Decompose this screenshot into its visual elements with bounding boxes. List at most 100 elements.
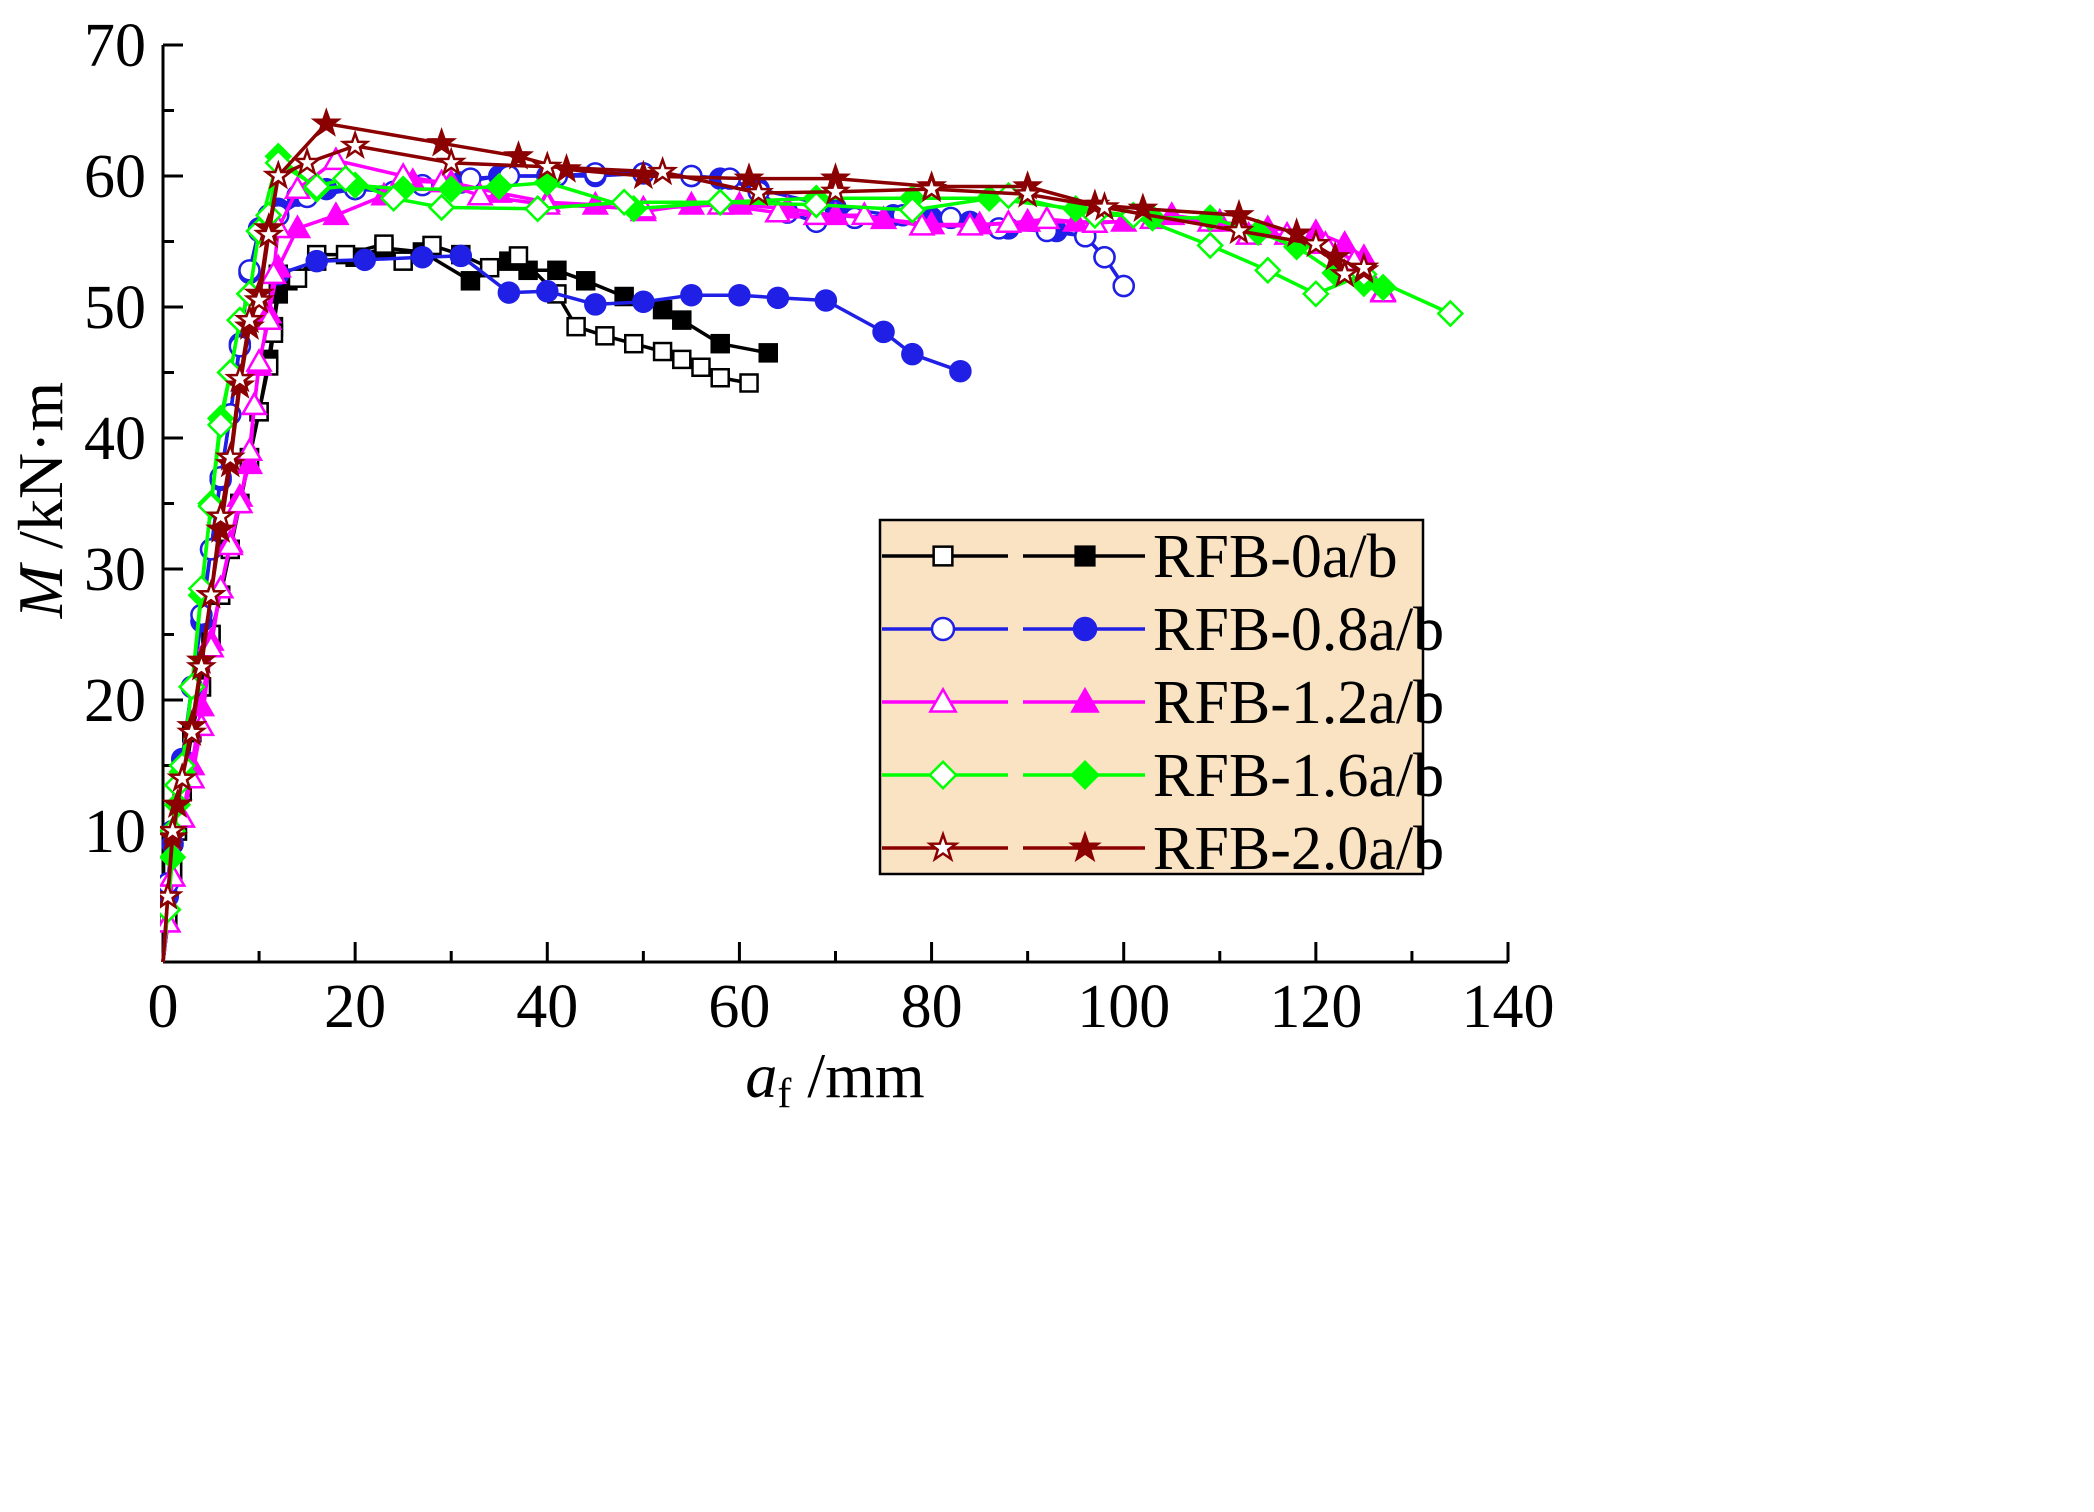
data-point [426, 126, 458, 157]
data-point [531, 150, 563, 181]
data-point [374, 234, 394, 254]
data-point [652, 299, 673, 320]
data-point [245, 348, 273, 372]
legend-label: RFB-2.0a/b [1153, 815, 1444, 883]
y-tick-label: 10 [84, 798, 146, 866]
y-tick-label: 60 [84, 143, 146, 211]
data-point [814, 289, 838, 312]
legend-marker [932, 545, 954, 567]
y-tick-label: 30 [84, 536, 146, 604]
data-point [435, 146, 467, 177]
data-point [502, 140, 535, 170]
y-tick-label: 20 [84, 667, 146, 735]
data-point [739, 373, 759, 393]
data-point [379, 184, 408, 213]
data-point [733, 162, 765, 192]
data-point [523, 194, 552, 223]
legend-marker [1070, 760, 1100, 790]
data-point [195, 578, 227, 609]
data-point [206, 411, 235, 439]
data-point [764, 198, 792, 223]
data-point [291, 146, 323, 177]
data-point [238, 259, 261, 282]
legend: RFB-0a/bRFB-0.8a/bRFB-1.2a/bRFB-1.6a/bRF… [878, 518, 1444, 883]
data-point [322, 201, 350, 226]
series-RFB-2.0a-b [160, 107, 1380, 963]
data-point [672, 349, 692, 370]
x-axis-title-main: a [745, 1040, 777, 1111]
data-point [243, 284, 275, 314]
legend-marker [928, 760, 958, 790]
data-point [310, 107, 342, 137]
data-point [1112, 274, 1135, 298]
data-point [485, 172, 514, 201]
x-axis-title-sub: f [777, 1071, 791, 1117]
data-point [224, 362, 256, 393]
data-point [216, 531, 244, 556]
data-point [160, 814, 189, 845]
legend-marker [1070, 686, 1100, 713]
data-point [595, 326, 615, 346]
x-tick-label: 20 [324, 973, 386, 1041]
data-point [160, 880, 184, 910]
data-point [185, 651, 217, 681]
data-point [235, 450, 264, 475]
x-tick-label: 100 [1077, 973, 1170, 1041]
data-point [898, 196, 927, 224]
data-point [743, 176, 775, 207]
data-point [575, 271, 596, 291]
data-point [283, 214, 312, 239]
data-point [916, 172, 948, 203]
x-tick-label: 40 [516, 973, 578, 1041]
data-point [680, 283, 703, 307]
data-point [547, 260, 567, 281]
y-axis-title-unit: /kN·m [5, 382, 76, 565]
data-point [262, 159, 294, 190]
data-point [706, 188, 734, 216]
data-point [259, 260, 288, 285]
data-point [427, 193, 456, 222]
data-point [610, 188, 638, 216]
data-point [872, 320, 895, 344]
data-point [166, 762, 198, 792]
data-point [176, 716, 208, 746]
legend-label: RFB-1.2a/b [1153, 669, 1444, 737]
data-point [1348, 251, 1380, 281]
axes: 0 20 40 60 80 100 120 140 10 20 30 40 50 60 70 [84, 12, 1555, 1041]
series-line-a [277, 254, 961, 373]
series-line-b [161, 144, 1365, 963]
y-axis-title-main: M [5, 561, 76, 619]
legend-marker [928, 686, 958, 713]
data-point [322, 146, 350, 171]
data-point [652, 341, 673, 362]
data-point [1281, 217, 1313, 247]
legend-marker [1074, 545, 1096, 567]
data-point [536, 280, 559, 303]
data-point [1300, 227, 1332, 258]
data-point [1329, 258, 1361, 288]
data-point [758, 343, 778, 363]
data-point [240, 391, 268, 416]
x-tick-label: 0 [148, 973, 179, 1041]
data-point [1093, 245, 1116, 269]
legend-label: RFB-1.6a/b [1153, 742, 1444, 810]
legend-marker [1072, 616, 1098, 642]
data-point [566, 316, 586, 337]
data-point [466, 181, 494, 206]
y-tick-label: 40 [84, 405, 146, 473]
data-point [949, 359, 972, 383]
data-point [205, 500, 237, 530]
data-point [302, 172, 331, 201]
data-point [339, 129, 371, 160]
data-point [214, 441, 246, 471]
data-point [393, 251, 413, 271]
data-point [1196, 231, 1224, 260]
legend-label: RFB-0.8a/b [1153, 596, 1444, 664]
data-point [331, 164, 360, 193]
data-point [287, 268, 308, 288]
data-point [632, 290, 655, 314]
data-point [508, 246, 529, 266]
data-point [253, 218, 285, 249]
data-point [233, 303, 266, 334]
data-point [283, 175, 312, 199]
